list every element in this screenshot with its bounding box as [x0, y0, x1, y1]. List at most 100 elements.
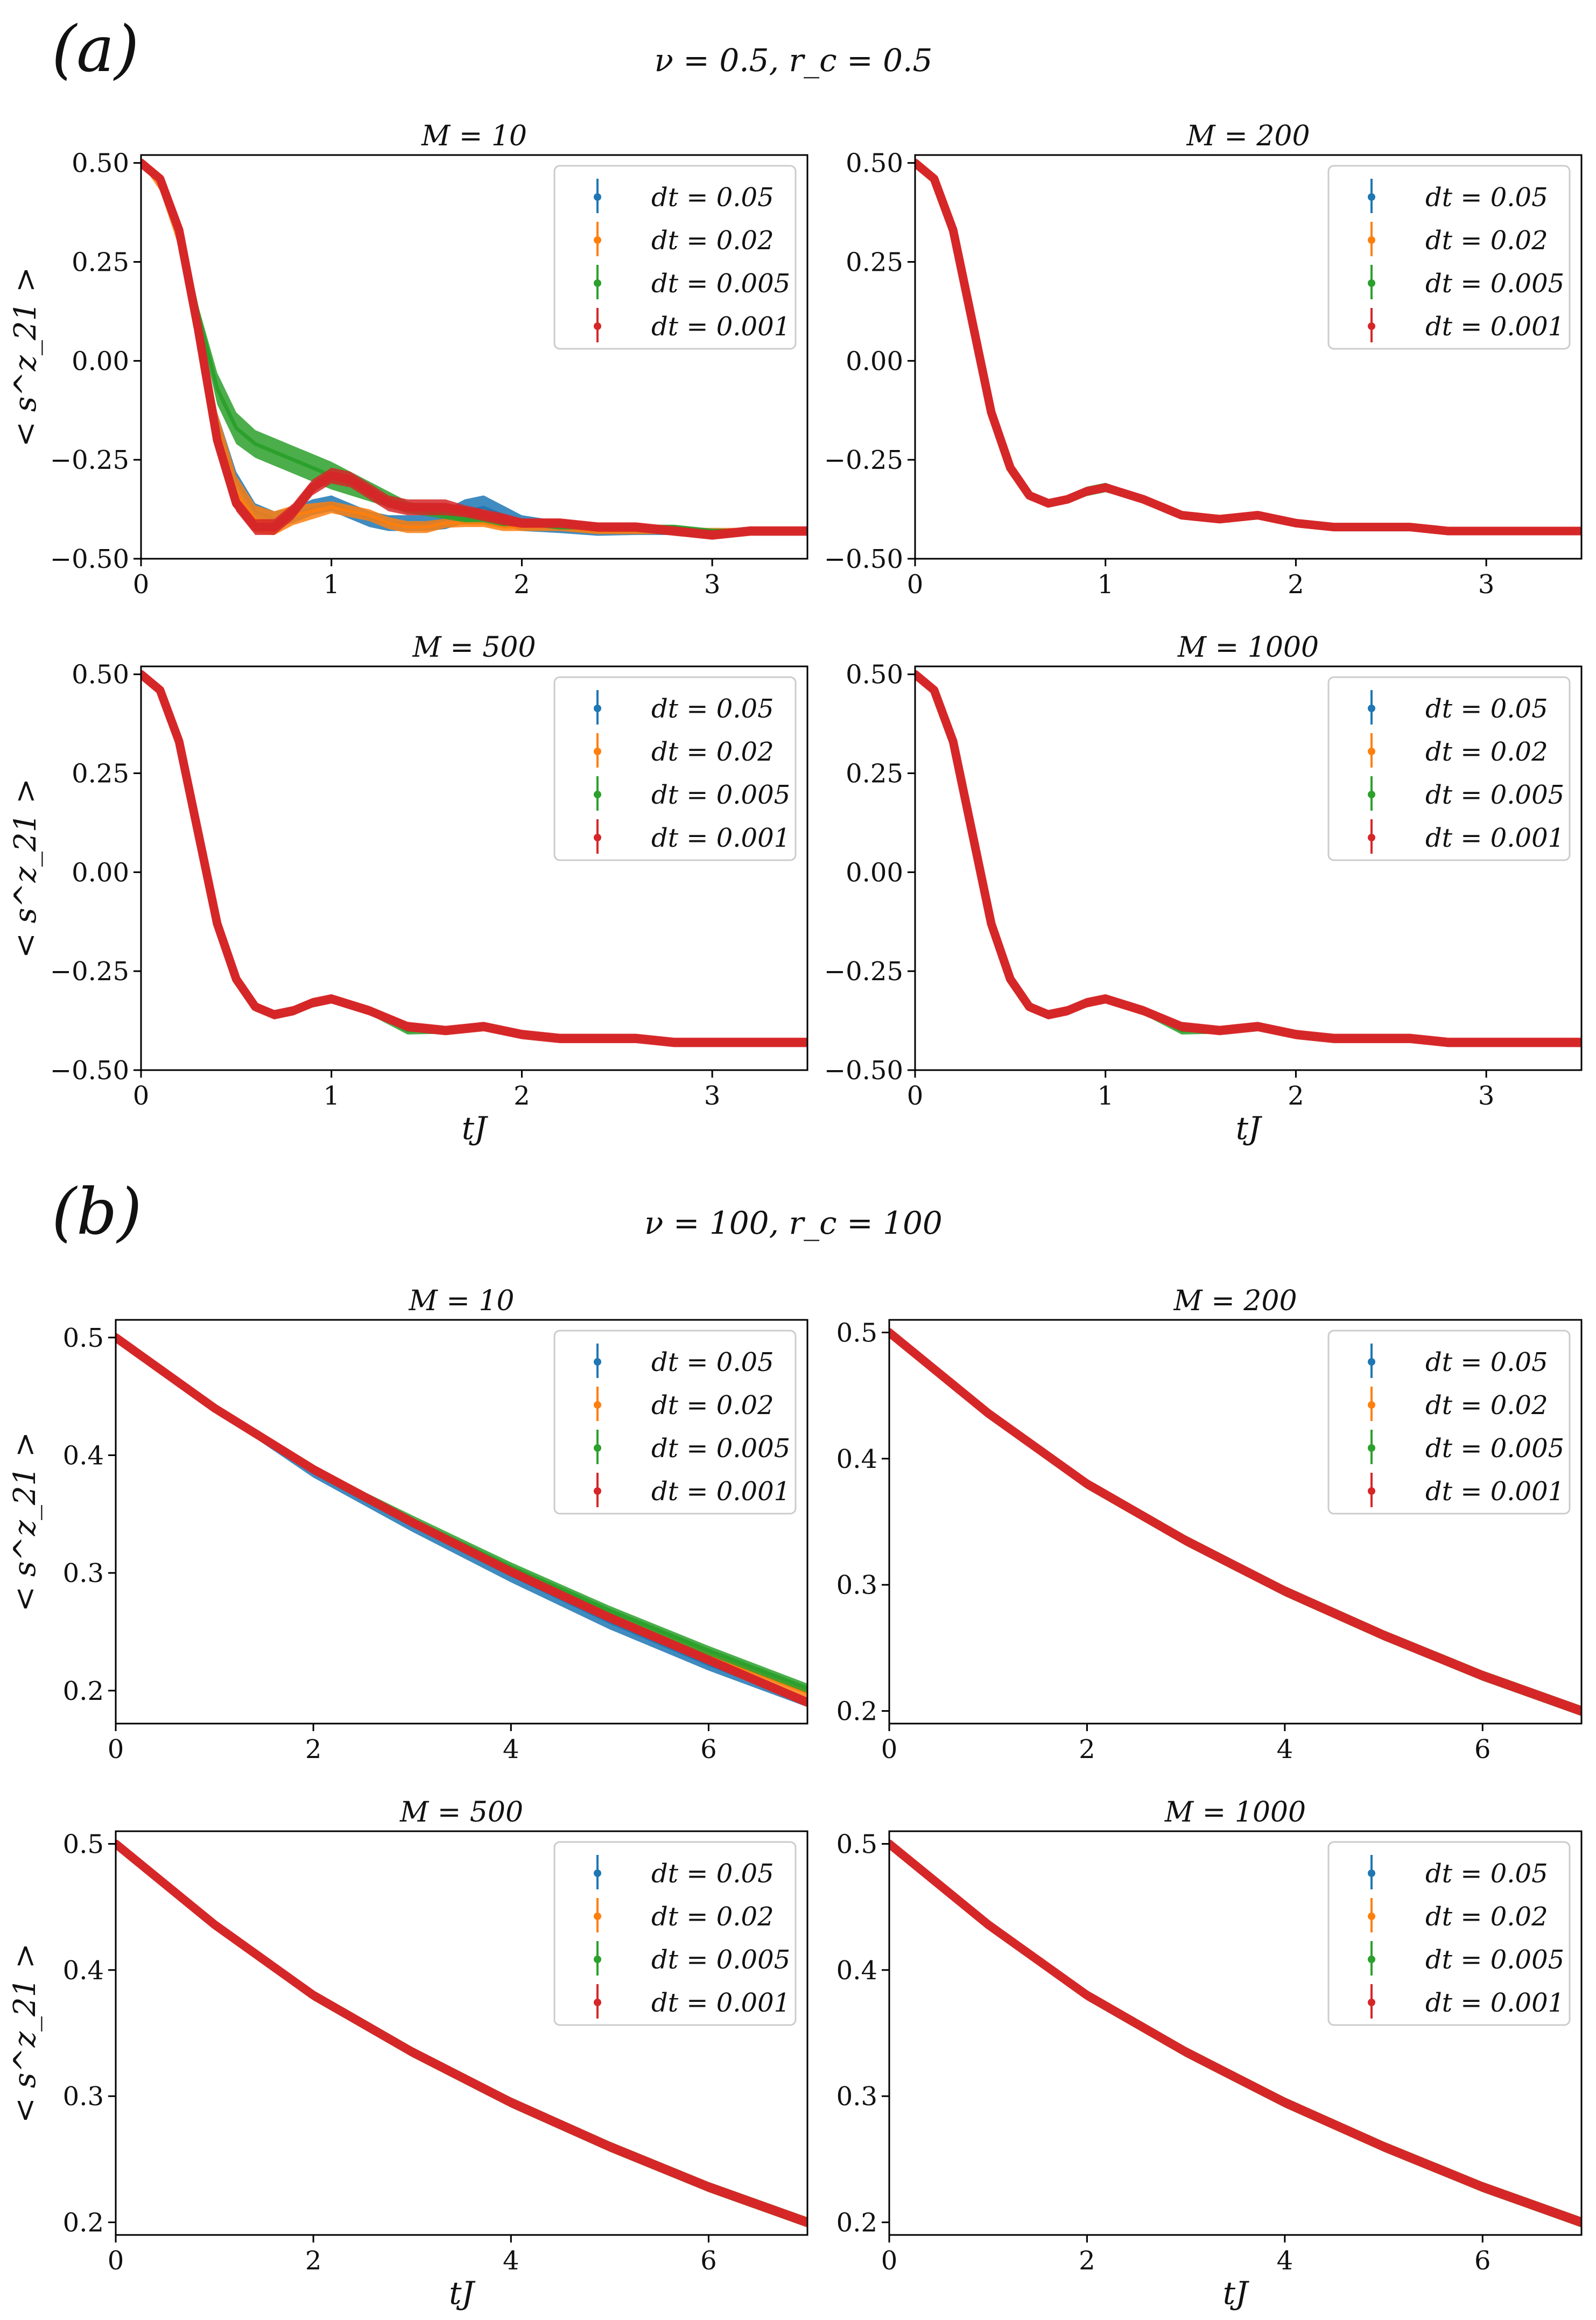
legend-marker-0	[594, 193, 601, 201]
series-line-dt0_001	[116, 1333, 807, 1707]
subplot-title: M = 500	[412, 631, 536, 664]
legend-marker-1	[1368, 748, 1375, 755]
series-group	[116, 1333, 807, 1707]
y-tick-label: 0.5	[836, 1318, 877, 1348]
subplot-title: M = 200	[1186, 120, 1310, 152]
series-group	[889, 1839, 1581, 2227]
legend-marker-2	[1368, 791, 1375, 798]
legend-label: dt = 0.001	[651, 1477, 790, 1507]
legend-label: dt = 0.001	[651, 312, 790, 342]
x-axis-label: tJ	[1236, 1110, 1262, 1147]
x-tick-label: 3	[704, 1081, 721, 1111]
x-tick-label: 3	[704, 570, 721, 600]
y-tick-label: −0.50	[50, 1056, 129, 1086]
panel-a-params: ν = 0.5, r_c = 0.5	[655, 42, 933, 79]
legend-label: dt = 0.005	[651, 780, 790, 810]
legend-marker-1	[1368, 236, 1375, 244]
y-tick-label: 0.50	[846, 149, 903, 179]
legend-label: dt = 0.005	[1425, 1945, 1564, 1975]
legend: dt = 0.05 dt = 0.02 dt = 0.005 dt = 0.001	[1327, 676, 1571, 861]
subplot-title: M = 200	[1173, 1285, 1297, 1317]
y-tick-label: 0.50	[846, 660, 903, 690]
x-tick-label: 1	[323, 1081, 340, 1111]
x-tick-label: 1	[323, 570, 340, 600]
legend-label: dt = 0.001	[1425, 1477, 1564, 1507]
y-tick-label: 0.25	[72, 248, 129, 278]
legend-marker-2	[1368, 1444, 1375, 1452]
subplot-b-1: M = 10 0 2 4 6 0.2 0.3 0.4 0.5 < s^z_21 > dt = 0.0…	[8, 1285, 808, 1764]
legend-marker-1	[594, 236, 601, 244]
y-axis-label: < s^z_21 >	[8, 778, 43, 958]
y-tick-label: 0.25	[846, 759, 903, 789]
legend-marker-1	[594, 1401, 601, 1409]
y-axis-label: < s^z_21 >	[8, 267, 43, 447]
x-tick-label: 0	[881, 2246, 898, 2276]
legend-marker-0	[594, 1358, 601, 1366]
axes-frame	[888, 1830, 1583, 2236]
x-tick-label: 2	[1079, 2246, 1095, 2276]
legend-marker-1	[1368, 1401, 1375, 1409]
legend-marker-3	[594, 1487, 601, 1495]
y-axis-label: < s^z_21 >	[8, 1943, 43, 2123]
legend-marker-3	[1368, 1999, 1375, 2006]
x-tick-label: 0	[133, 1081, 150, 1111]
legend-marker-1	[594, 1913, 601, 1920]
axes-frame	[888, 1319, 1583, 1725]
panel-b-label: (b)	[52, 1175, 142, 1249]
legend-marker-0	[1368, 1869, 1375, 1877]
y-tick-label: 0.2	[63, 1676, 104, 1706]
legend-marker-3	[594, 1999, 601, 2006]
legend-marker-1	[1368, 1913, 1375, 1920]
legend-frame	[1327, 165, 1571, 350]
x-tick-label: 6	[1474, 1734, 1491, 1764]
legend-label: dt = 0.02	[651, 737, 774, 767]
y-tick-label: 0.4	[63, 1440, 104, 1471]
y-tick-label: −0.50	[824, 1056, 903, 1086]
y-tick-label: −0.25	[50, 957, 129, 987]
legend-label: dt = 0.02	[1425, 737, 1548, 767]
series-group	[915, 670, 1581, 1047]
series-line-dt0_001	[141, 158, 807, 539]
subplot-a-4: M = 1000 0 1 2 3 −0.50 −0.25 0.00 0.25 0.50 tJ dt =…	[824, 631, 1583, 1147]
subplot-b-3: M = 500 0 2 4 6 0.2 0.3 0.4 0.5 < s^z_21 > tJ dt = …	[8, 1796, 808, 2311]
subplot-a-1: M = 10 0 1 2 3 −0.50 −0.25 0.00 0.25 0.50 < s^z_21…	[8, 120, 808, 600]
x-tick-label: 0	[907, 1081, 924, 1111]
panel-b-params: ν = 100, r_c = 100	[644, 1205, 943, 1241]
x-tick-label: 4	[503, 2246, 519, 2276]
legend-label: dt = 0.05	[1425, 182, 1548, 213]
y-tick-label: 0.5	[63, 1829, 104, 1859]
y-tick-label: 0.5	[836, 1829, 877, 1859]
y-tick-label: 0.50	[72, 149, 129, 179]
legend-frame	[1327, 1841, 1571, 2026]
x-axis-label: tJ	[449, 2275, 475, 2311]
subplot-title: M = 1000	[1177, 631, 1319, 664]
x-tick-label: 2	[514, 1081, 530, 1111]
x-tick-label: 2	[1079, 1734, 1095, 1764]
legend-marker-0	[594, 1869, 601, 1877]
axes-frame	[115, 1830, 808, 2236]
y-tick-label: 0.50	[72, 660, 129, 690]
series-group	[889, 1328, 1581, 1716]
legend-label: dt = 0.05	[1425, 1859, 1548, 1889]
legend-marker-2	[1368, 1956, 1375, 1963]
y-tick-label: 0.00	[72, 857, 129, 888]
y-tick-label: 0.00	[72, 346, 129, 376]
legend-marker-3	[1368, 322, 1375, 330]
y-tick-label: −0.50	[824, 544, 903, 574]
y-tick-label: 0.4	[836, 1444, 877, 1474]
legend: dt = 0.05 dt = 0.02 dt = 0.005 dt = 0.001	[553, 1841, 797, 2026]
subplot-a-2: M = 200 0 1 2 3 −0.50 −0.25 0.00 0.25 0.50 dt = 0.…	[824, 120, 1583, 600]
legend-label: dt = 0.05	[651, 1347, 774, 1377]
y-tick-label: 0.4	[63, 1956, 104, 1986]
x-tick-label: 2	[305, 2246, 322, 2276]
legend-label: dt = 0.02	[651, 1390, 774, 1421]
legend-marker-1	[594, 748, 601, 755]
subplot-a-3: M = 500 0 1 2 3 −0.50 −0.25 0.00 0.25 0.50 < s^z_2…	[8, 631, 808, 1147]
series-line-dt0_001	[915, 158, 1581, 536]
legend-label: dt = 0.001	[651, 823, 790, 853]
legend-marker-2	[1368, 279, 1375, 287]
legend-label: dt = 0.005	[651, 269, 790, 299]
legend-frame	[553, 165, 797, 350]
